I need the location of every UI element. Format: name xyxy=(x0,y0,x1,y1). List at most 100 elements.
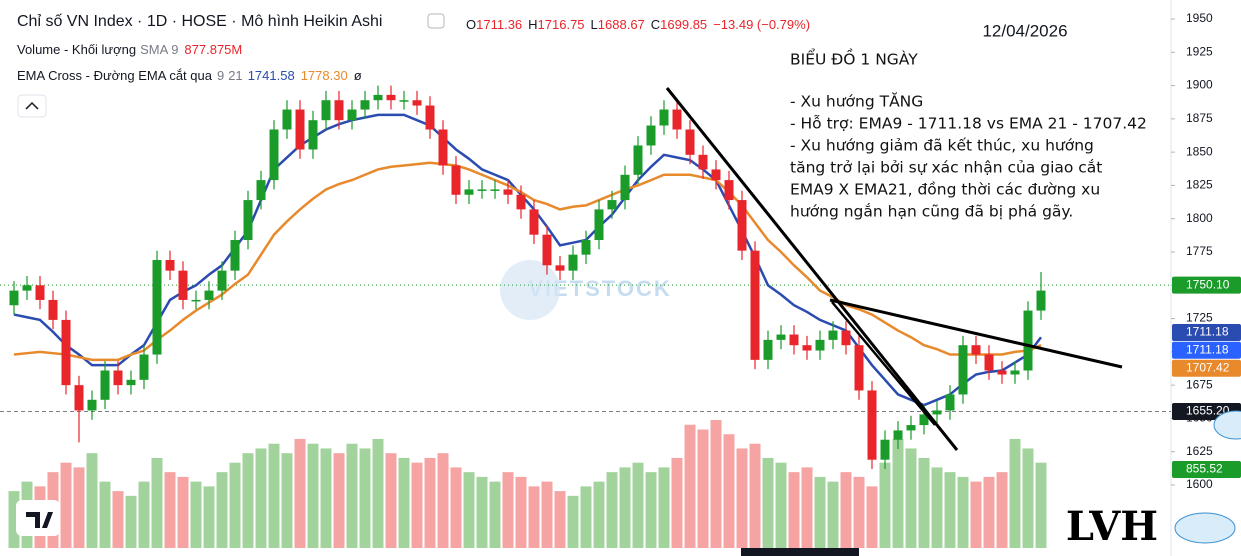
ema-line xyxy=(13,161,1042,362)
price-badge xyxy=(1172,341,1241,359)
volume-name: Volume - Khối lượng xyxy=(17,42,136,57)
signature-bg xyxy=(1058,500,1170,556)
volume-bar xyxy=(216,472,228,548)
price-layer xyxy=(0,85,1171,470)
volume-bar xyxy=(99,481,111,548)
ema-legend: EMA Cross - Đường EMA cắt qua 9 21 1741.58 1… xyxy=(17,68,362,83)
y-tick-label: 1950 xyxy=(1186,11,1213,25)
candle-body xyxy=(568,254,578,271)
volume-bar xyxy=(840,472,852,548)
volume-bar xyxy=(255,448,267,548)
volume-bar xyxy=(918,457,930,548)
candle-body xyxy=(503,189,513,195)
price-badge-label: 1707.42 xyxy=(1186,360,1230,374)
candle-body xyxy=(685,129,695,155)
candle-body xyxy=(308,120,318,150)
ema-period: 9 xyxy=(217,68,224,83)
volume-bar xyxy=(931,467,943,548)
signature: LVH xyxy=(1066,503,1158,550)
candle-body xyxy=(763,339,773,360)
volume-bar xyxy=(164,472,176,548)
candle-body xyxy=(867,390,877,460)
icon[interactable] xyxy=(427,13,445,29)
candle-body xyxy=(9,290,19,306)
candle-body xyxy=(230,240,240,271)
volume-bar xyxy=(905,448,917,548)
candle-body xyxy=(542,234,552,266)
candle-body xyxy=(594,209,604,241)
candle-body xyxy=(48,299,58,320)
volume-bar xyxy=(775,462,787,548)
volume-bar xyxy=(541,481,553,548)
candle-body xyxy=(529,209,539,235)
volume-bar xyxy=(671,457,683,548)
volume-bar xyxy=(970,481,982,548)
volume-bar xyxy=(294,438,306,548)
ohlc-value: 1688.67 xyxy=(598,17,645,32)
price-badge xyxy=(1172,276,1241,294)
candle-body xyxy=(971,345,981,355)
candle-body xyxy=(61,319,71,386)
candle-body xyxy=(815,339,825,351)
candle-body xyxy=(919,414,929,426)
volume-bar xyxy=(580,486,592,548)
volume-bar xyxy=(957,476,969,548)
price-badge xyxy=(1172,324,1241,342)
watermark-logo xyxy=(500,260,560,320)
volume-bar xyxy=(697,429,709,548)
y-tick-label: 1850 xyxy=(1186,144,1213,158)
volume-bar xyxy=(892,438,904,548)
volume-bar xyxy=(723,434,735,548)
candle-body xyxy=(711,169,721,181)
volume-bar xyxy=(8,491,20,548)
volume-bar xyxy=(1009,438,1021,548)
ohlc-value: 1711.36 xyxy=(476,17,522,32)
candle-body xyxy=(854,345,864,391)
candle-body xyxy=(633,145,643,175)
volume-bar xyxy=(398,457,410,548)
price-badge-label: 1655.20 xyxy=(1186,404,1230,418)
candle-body xyxy=(997,370,1007,375)
volume-bar xyxy=(788,472,800,548)
volume-bar xyxy=(528,486,540,548)
volume-bar xyxy=(827,481,839,548)
chat-bubble[interactable] xyxy=(1213,410,1241,440)
volume-bar xyxy=(515,476,527,548)
y-tick-label: 1775 xyxy=(1186,244,1213,258)
candle-body xyxy=(1036,290,1046,311)
volume-bar xyxy=(385,453,397,548)
candle-body xyxy=(932,410,942,415)
volume-bar xyxy=(242,453,254,548)
volume-badge-label: 855.52 xyxy=(1186,462,1223,476)
candle-body xyxy=(1023,310,1033,371)
y-tick-label: 1900 xyxy=(1186,78,1213,92)
candle-body xyxy=(555,265,565,271)
volume-bar xyxy=(736,448,748,548)
candle-body xyxy=(698,154,708,170)
candle-body xyxy=(204,290,214,300)
trendline xyxy=(829,298,1123,369)
y-tick-label: 1600 xyxy=(1186,477,1213,491)
candle-body xyxy=(243,200,253,241)
volume-bar xyxy=(1022,448,1034,548)
candle-body xyxy=(22,285,32,291)
candle-body xyxy=(425,105,435,130)
volume-bar xyxy=(151,457,163,548)
candle-body xyxy=(256,180,266,201)
candle-body xyxy=(906,425,916,431)
volume-bar xyxy=(632,462,644,548)
volume-bar xyxy=(502,472,514,548)
volume-bar xyxy=(359,448,371,548)
candle-body xyxy=(295,109,305,150)
volume-bar xyxy=(645,472,657,548)
chat-bubble[interactable] xyxy=(1174,512,1236,544)
candle-body xyxy=(412,100,422,106)
collapse-button[interactable] xyxy=(17,94,47,118)
legend-bg xyxy=(6,8,426,30)
candle-body xyxy=(178,270,188,300)
candle-body xyxy=(87,399,97,411)
ema-period: 21 xyxy=(228,68,242,83)
price-badge xyxy=(1172,359,1241,377)
volume-bar xyxy=(281,453,293,548)
